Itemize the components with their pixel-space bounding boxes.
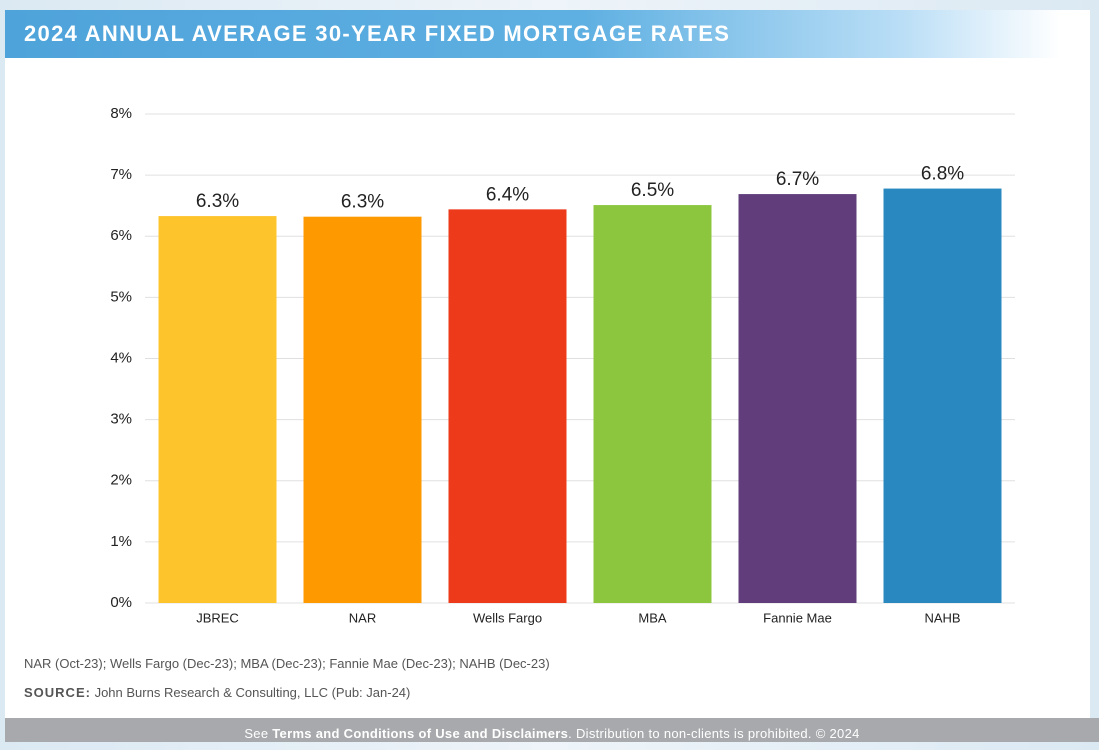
value-label: 6.8% bbox=[921, 164, 964, 185]
footer-link[interactable]: Terms and Conditions of Use and Disclaim… bbox=[272, 726, 569, 741]
y-tick-label: 5% bbox=[110, 288, 132, 305]
bar bbox=[303, 216, 422, 603]
y-tick-label: 6% bbox=[110, 227, 132, 244]
page-title: 2024 ANNUAL AVERAGE 30-YEAR FIXED MORTGA… bbox=[5, 10, 1060, 58]
value-label: 6.7% bbox=[776, 169, 819, 190]
x-tick-label: MBA bbox=[638, 610, 667, 625]
x-tick-label: Fannie Mae bbox=[763, 610, 832, 625]
value-label: 6.3% bbox=[196, 191, 239, 212]
source: SOURCE: John Burns Research & Consulting… bbox=[24, 685, 410, 700]
bar bbox=[738, 194, 857, 604]
footer: See Terms and Conditions of Use and Disc… bbox=[5, 718, 1099, 742]
bar bbox=[883, 188, 1002, 603]
note: NAR (Oct-23); Wells Fargo (Dec-23); MBA … bbox=[24, 656, 550, 671]
value-label: 6.5% bbox=[631, 180, 674, 201]
bar bbox=[158, 216, 277, 604]
x-tick-label: JBREC bbox=[196, 610, 239, 625]
source-label: SOURCE: bbox=[24, 685, 91, 700]
bar bbox=[593, 205, 712, 604]
x-tick-label: NAR bbox=[349, 610, 376, 625]
y-tick-label: 4% bbox=[110, 349, 132, 366]
footer-suffix: . Distribution to non-clients is prohibi… bbox=[568, 726, 860, 741]
y-tick-label: 3% bbox=[110, 411, 132, 428]
y-tick-label: 7% bbox=[110, 166, 132, 183]
y-tick-label: 0% bbox=[110, 594, 132, 611]
x-tick-label: Wells Fargo bbox=[473, 610, 542, 625]
value-label: 6.3% bbox=[341, 192, 384, 213]
y-tick-label: 1% bbox=[110, 533, 132, 550]
bar bbox=[448, 209, 567, 604]
value-label: 6.4% bbox=[486, 184, 529, 205]
source-text: John Burns Research & Consulting, LLC (P… bbox=[94, 685, 411, 700]
y-tick-label: 2% bbox=[110, 472, 132, 489]
footer-prefix: See bbox=[244, 726, 269, 741]
y-tick-label: 8% bbox=[110, 105, 132, 122]
x-tick-label: NAHB bbox=[924, 610, 960, 625]
